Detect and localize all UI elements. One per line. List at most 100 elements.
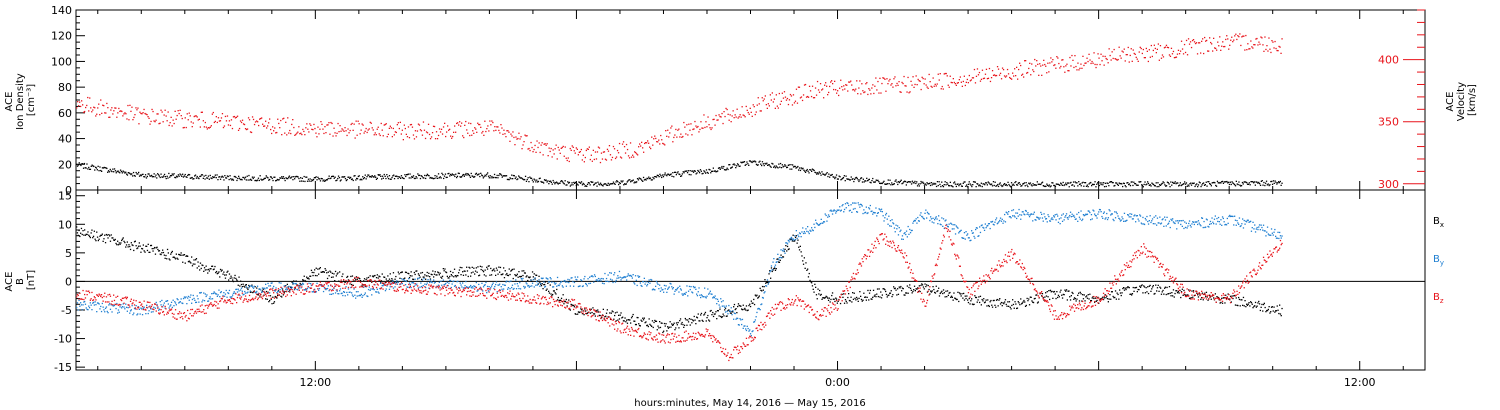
data-point bbox=[503, 277, 506, 279]
data-point bbox=[728, 164, 730, 166]
data-point bbox=[424, 137, 427, 140]
data-point bbox=[496, 126, 498, 128]
data-point bbox=[254, 291, 256, 293]
data-point bbox=[191, 126, 193, 128]
data-point bbox=[832, 83, 834, 85]
data-point bbox=[924, 283, 926, 285]
data-point bbox=[325, 179, 327, 182]
data-point bbox=[1155, 182, 1157, 184]
data-point bbox=[118, 171, 120, 173]
data-point bbox=[115, 172, 117, 174]
data-point bbox=[575, 184, 577, 187]
data-point bbox=[524, 286, 526, 288]
data-point bbox=[545, 144, 547, 146]
data-point bbox=[807, 276, 810, 278]
data-point bbox=[819, 289, 821, 292]
data-point bbox=[680, 323, 682, 325]
data-point bbox=[269, 285, 272, 287]
data-point bbox=[285, 121, 287, 123]
data-point bbox=[460, 274, 462, 276]
data-point bbox=[1059, 67, 1061, 69]
data-point bbox=[858, 180, 860, 183]
data-point bbox=[984, 184, 986, 186]
data-point bbox=[695, 125, 697, 127]
data-point bbox=[1221, 297, 1223, 299]
data-point bbox=[491, 175, 493, 178]
data-point bbox=[754, 160, 756, 162]
data-point bbox=[429, 276, 431, 278]
velocity-tick-label: 300 bbox=[1378, 178, 1399, 191]
data-point bbox=[99, 114, 101, 116]
data-point bbox=[581, 309, 583, 311]
data-point bbox=[580, 279, 582, 281]
data-point bbox=[358, 123, 360, 125]
data-point bbox=[380, 282, 382, 284]
data-point bbox=[935, 183, 937, 185]
data-point bbox=[1103, 186, 1106, 188]
data-point bbox=[750, 111, 752, 113]
data-point bbox=[1034, 297, 1036, 300]
data-point bbox=[250, 178, 252, 180]
data-point bbox=[307, 277, 309, 279]
data-point bbox=[1100, 298, 1102, 300]
data-point bbox=[731, 310, 733, 313]
data-point bbox=[1206, 39, 1208, 42]
data-point bbox=[375, 178, 378, 180]
data-point bbox=[177, 110, 179, 112]
data-point bbox=[734, 164, 736, 166]
data-point bbox=[271, 282, 273, 284]
data-point bbox=[993, 299, 995, 302]
data-point bbox=[846, 302, 848, 304]
data-point bbox=[209, 268, 211, 270]
data-point bbox=[1248, 182, 1250, 184]
data-point bbox=[397, 177, 399, 180]
data-point bbox=[148, 251, 150, 253]
data-point bbox=[618, 314, 620, 316]
data-point bbox=[1090, 300, 1092, 302]
data-point bbox=[275, 296, 277, 298]
data-point bbox=[365, 127, 367, 130]
data-point bbox=[1134, 53, 1136, 55]
data-point bbox=[208, 298, 210, 300]
data-point bbox=[904, 180, 906, 182]
data-point bbox=[275, 287, 277, 289]
data-point bbox=[587, 311, 589, 314]
data-point bbox=[905, 292, 908, 294]
data-point bbox=[970, 184, 972, 186]
data-point bbox=[546, 181, 548, 183]
data-point bbox=[973, 181, 976, 183]
data-point bbox=[359, 179, 361, 181]
data-point bbox=[214, 174, 216, 176]
data-point bbox=[433, 125, 436, 128]
data-point bbox=[1072, 292, 1074, 295]
data-point bbox=[300, 180, 303, 182]
data-point bbox=[835, 297, 837, 299]
data-point bbox=[869, 89, 871, 91]
data-point bbox=[876, 288, 879, 290]
data-point bbox=[1005, 183, 1007, 186]
data-point bbox=[199, 292, 202, 294]
data-point bbox=[472, 175, 474, 178]
data-point bbox=[179, 254, 181, 256]
data-point bbox=[519, 275, 521, 278]
data-point bbox=[574, 182, 576, 184]
data-point bbox=[93, 165, 95, 168]
data-point bbox=[912, 290, 914, 293]
data-point bbox=[876, 179, 878, 182]
data-point bbox=[174, 110, 176, 112]
data-point bbox=[661, 139, 663, 141]
data-point bbox=[187, 297, 189, 299]
data-point bbox=[328, 122, 330, 124]
data-point bbox=[1237, 35, 1239, 37]
data-point bbox=[877, 295, 879, 298]
data-point bbox=[1068, 290, 1070, 292]
data-point bbox=[826, 296, 828, 298]
data-point bbox=[879, 182, 881, 184]
data-point bbox=[626, 181, 628, 183]
data-point bbox=[723, 111, 725, 113]
data-point bbox=[403, 279, 405, 281]
data-point bbox=[581, 280, 583, 282]
data-point bbox=[640, 319, 642, 321]
data-point bbox=[1232, 182, 1234, 184]
data-point bbox=[281, 176, 283, 178]
